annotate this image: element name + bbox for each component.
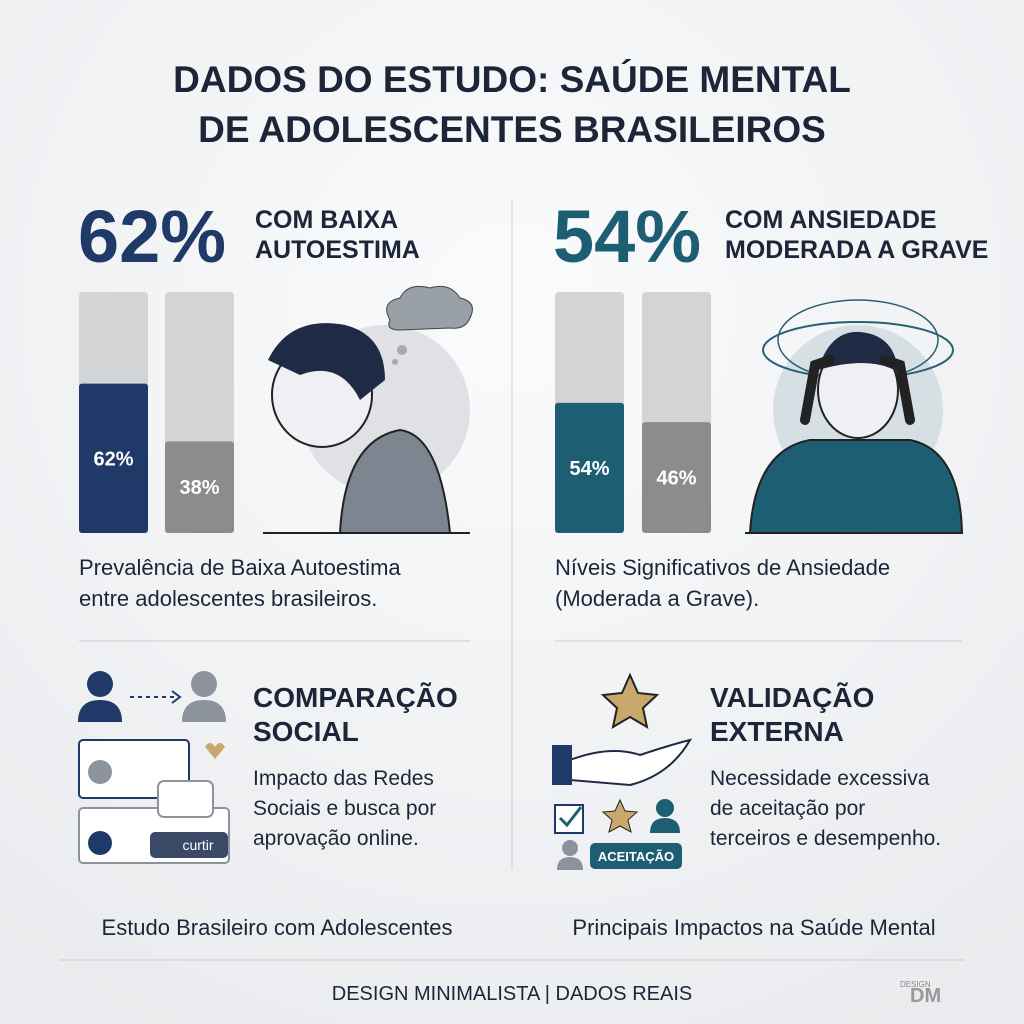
footer: Estudo Brasileiro com Adolescentes [102, 915, 453, 940]
panel-heading: AUTOESTIMA [255, 236, 420, 264]
feature-text: de aceitação por [710, 797, 865, 820]
caption: (Moderada a Grave). [555, 586, 759, 611]
feature-heading: COMPARAÇÃO [253, 682, 458, 713]
headline: 62% [78, 195, 226, 278]
icon-validation [552, 672, 693, 870]
bar-value-label: 38% [179, 477, 219, 499]
feature-heading: SOCIAL [253, 716, 359, 747]
feature-text: aprovação online. [253, 827, 419, 850]
bar [555, 402, 624, 533]
logo-mark: DM [910, 985, 941, 1007]
caption: Níveis Significativos de Ansiedade [555, 555, 890, 580]
panel-heading: MODERADA A GRAVE [725, 236, 988, 264]
illustration-anxious-teen [745, 299, 964, 534]
caption: Prevalência de Baixa Autoestima [79, 555, 401, 580]
bar-value-label: 62% [93, 448, 133, 470]
feature-text: terceiros e desempenho. [710, 827, 941, 850]
bar-value-label: 54% [569, 458, 609, 480]
panel-heading: COM BAIXA [255, 206, 398, 234]
headline: 54% [553, 195, 701, 278]
feature-heading: VALIDAÇÃO [710, 682, 874, 713]
feature-text: Sociais e busca por [253, 797, 436, 820]
badge: curtir [182, 837, 213, 853]
footer: Principais Impactos na Saúde Mental [572, 915, 935, 940]
illustration-sad-teen [263, 285, 473, 534]
bar [79, 383, 148, 533]
caption: entre adolescentes brasileiros. [79, 586, 377, 611]
bar [642, 422, 711, 533]
icon-social-comparison [78, 671, 230, 864]
feature-heading: EXTERNA [710, 716, 844, 747]
bar-value-label: 46% [656, 468, 696, 490]
feature-text: Necessidade excessiva [710, 767, 930, 790]
feature-text: Impacto das Redes [253, 767, 434, 790]
panel-heading: COM ANSIEDADE [725, 206, 937, 234]
logo-small: DESIGN [900, 980, 931, 989]
title-line: DE ADOLESCENTES BRASILEIROS [198, 109, 826, 150]
bar [165, 441, 234, 533]
title-line: DADOS DO ESTUDO: SAÚDE MENTAL [173, 58, 851, 100]
tagline: DESIGN MINIMALISTA | DADOS REAIS [332, 983, 692, 1005]
badge: ACEITAÇÃO [598, 849, 674, 864]
